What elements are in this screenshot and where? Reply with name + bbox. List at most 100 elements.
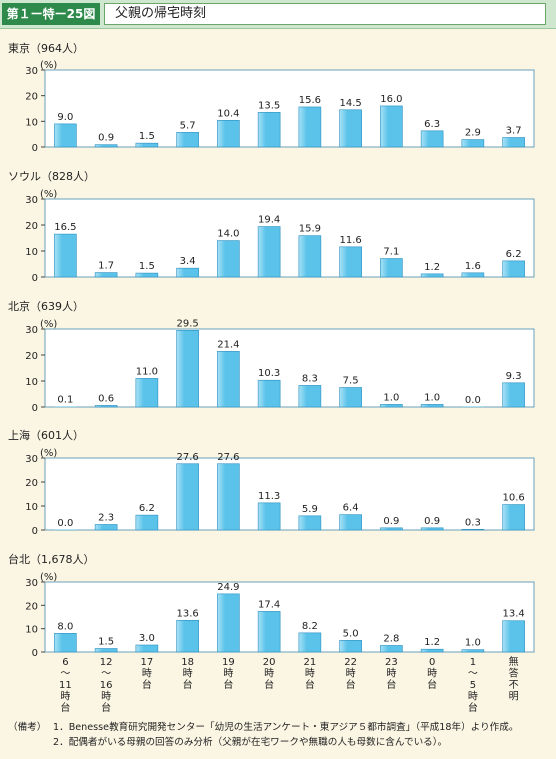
- x-tick-label-3-2: 台: [183, 678, 193, 691]
- bar-0-2: [135, 142, 159, 148]
- value-label-3-8: 0.9: [383, 516, 399, 527]
- bar-2-10: [461, 406, 484, 407]
- y-tick-label-1-3: 30: [25, 195, 38, 206]
- bar-3-7: [339, 514, 362, 531]
- value-label-4-6: 8.2: [302, 621, 318, 632]
- y-tick-label-2-2: 20: [25, 351, 38, 362]
- bar-2-8: [380, 404, 403, 408]
- value-label-4-5: 17.4: [258, 599, 280, 610]
- x-tick-label-11-0: 無: [509, 655, 519, 668]
- x-tick-label-6-0: 21: [304, 657, 317, 668]
- value-label-1-11: 6.2: [506, 249, 522, 260]
- x-tick-label-11-3: 明: [509, 691, 519, 703]
- bar-0-1: [94, 144, 118, 148]
- y-unit-label-1: (%): [40, 189, 57, 200]
- bar-1-9: [420, 273, 444, 278]
- bar-0-5: [257, 112, 281, 148]
- x-tick-label-1-4: 台: [101, 701, 111, 714]
- value-label-2-1: 0.6: [98, 393, 114, 404]
- value-label-2-3: 29.5: [176, 318, 198, 329]
- bar-4-4: [217, 593, 240, 653]
- bar-0-6: [298, 106, 322, 148]
- x-tick-label-6-2: 台: [305, 678, 315, 691]
- x-tick-label-7-1: 時: [346, 668, 356, 680]
- y-tick-label-2-0: 0: [32, 403, 38, 414]
- x-tick-label-2-0: 17: [141, 657, 154, 668]
- bar-4-6: [298, 632, 322, 653]
- bar-4-3: [176, 619, 199, 653]
- x-tick-label-1-3: 時: [101, 691, 111, 703]
- bar-0-8: [380, 105, 403, 148]
- figure-header: 第１ー特ー25図 父親の帰宅時刻: [0, 0, 556, 29]
- y-tick-label-3-1: 10: [25, 502, 38, 513]
- notes: （備考） 1．Benesse教育研究開発センター「幼児の生活アンケート・東アジア５…: [8, 720, 553, 750]
- value-label-1-10: 1.6: [465, 261, 481, 272]
- value-label-4-2: 3.0: [139, 633, 155, 644]
- x-tick-label-10-0: 1: [470, 657, 476, 668]
- value-label-1-3: 3.4: [180, 256, 196, 267]
- x-tick-label-5-1: 時: [264, 668, 274, 680]
- x-tick-label-0-0: 6: [62, 657, 68, 668]
- y-tick-label-4-2: 20: [25, 601, 38, 612]
- figure-number: 第１ー特ー25図: [2, 3, 100, 25]
- bar-3-1: [94, 524, 118, 531]
- x-tick-label-10-4: 台: [468, 701, 478, 714]
- bar-1-5: [257, 226, 281, 278]
- x-tick-label-0-1: 〜: [60, 669, 70, 680]
- value-label-3-7: 6.4: [343, 503, 359, 514]
- bar-2-2: [135, 378, 159, 408]
- value-label-3-10: 0.3: [465, 517, 481, 528]
- x-tick-label-11-1: 答: [509, 667, 519, 680]
- value-label-1-9: 1.2: [424, 262, 440, 273]
- bar-2-3: [176, 329, 199, 408]
- x-tick-label-0-4: 台: [60, 701, 70, 714]
- bar-1-3: [176, 267, 199, 278]
- value-label-1-8: 7.1: [383, 247, 399, 258]
- bar-1-8: [380, 258, 403, 278]
- value-label-2-5: 10.3: [258, 368, 280, 379]
- bar-0-0: [54, 123, 77, 148]
- bar-3-4: [217, 463, 240, 531]
- value-label-0-1: 0.9: [98, 133, 114, 144]
- y-tick-label-1-1: 10: [25, 247, 38, 258]
- x-tick-label-2-2: 台: [142, 678, 152, 691]
- value-label-4-7: 5.0: [343, 628, 359, 639]
- bar-4-9: [420, 648, 444, 653]
- bar-1-0: [54, 233, 77, 278]
- value-label-2-8: 1.0: [383, 392, 399, 403]
- value-label-2-6: 8.3: [302, 373, 318, 384]
- value-label-4-11: 13.4: [502, 609, 524, 620]
- value-label-4-0: 8.0: [57, 621, 73, 632]
- value-label-2-11: 9.3: [506, 371, 522, 382]
- x-tick-label-7-0: 22: [344, 657, 357, 668]
- value-label-0-11: 3.7: [506, 126, 522, 137]
- bar-2-0: [54, 406, 77, 407]
- y-unit-label-4: (%): [40, 572, 57, 583]
- x-tick-label-5-0: 20: [263, 657, 276, 668]
- value-label-1-5: 19.4: [258, 215, 280, 226]
- value-label-2-0: 0.1: [57, 395, 73, 406]
- x-tick-label-8-0: 23: [385, 657, 398, 668]
- x-tick-label-9-1: 時: [427, 668, 437, 680]
- x-tick-label-0-2: 11: [59, 680, 72, 691]
- y-tick-label-3-0: 0: [32, 526, 38, 537]
- value-label-4-10: 1.0: [465, 638, 481, 649]
- y-tick-label-2-3: 30: [25, 325, 38, 336]
- bar-4-1: [94, 648, 118, 653]
- note-line-1: 1．Benesse教育研究開発センター「幼児の生活アンケート・東アジア５都市調査…: [53, 722, 519, 733]
- y-unit-label-2: (%): [40, 319, 57, 330]
- bar-3-10: [461, 528, 485, 531]
- value-label-0-5: 13.5: [258, 100, 280, 111]
- x-tick-label-8-2: 台: [386, 678, 396, 691]
- plot-area-4: [44, 581, 535, 653]
- value-label-2-2: 11.0: [136, 366, 158, 377]
- x-tick-label-3-0: 18: [181, 657, 194, 668]
- value-label-4-8: 2.8: [383, 633, 399, 644]
- plot-area-3: [44, 457, 535, 531]
- x-tick-label-0-3: 時: [60, 691, 70, 703]
- bar-2-5: [257, 379, 281, 408]
- figure-title: 父親の帰宅時刻: [104, 3, 546, 25]
- value-label-0-0: 9.0: [57, 112, 73, 123]
- plot-area-0: [44, 69, 535, 148]
- x-tick-label-9-2: 台: [427, 678, 437, 691]
